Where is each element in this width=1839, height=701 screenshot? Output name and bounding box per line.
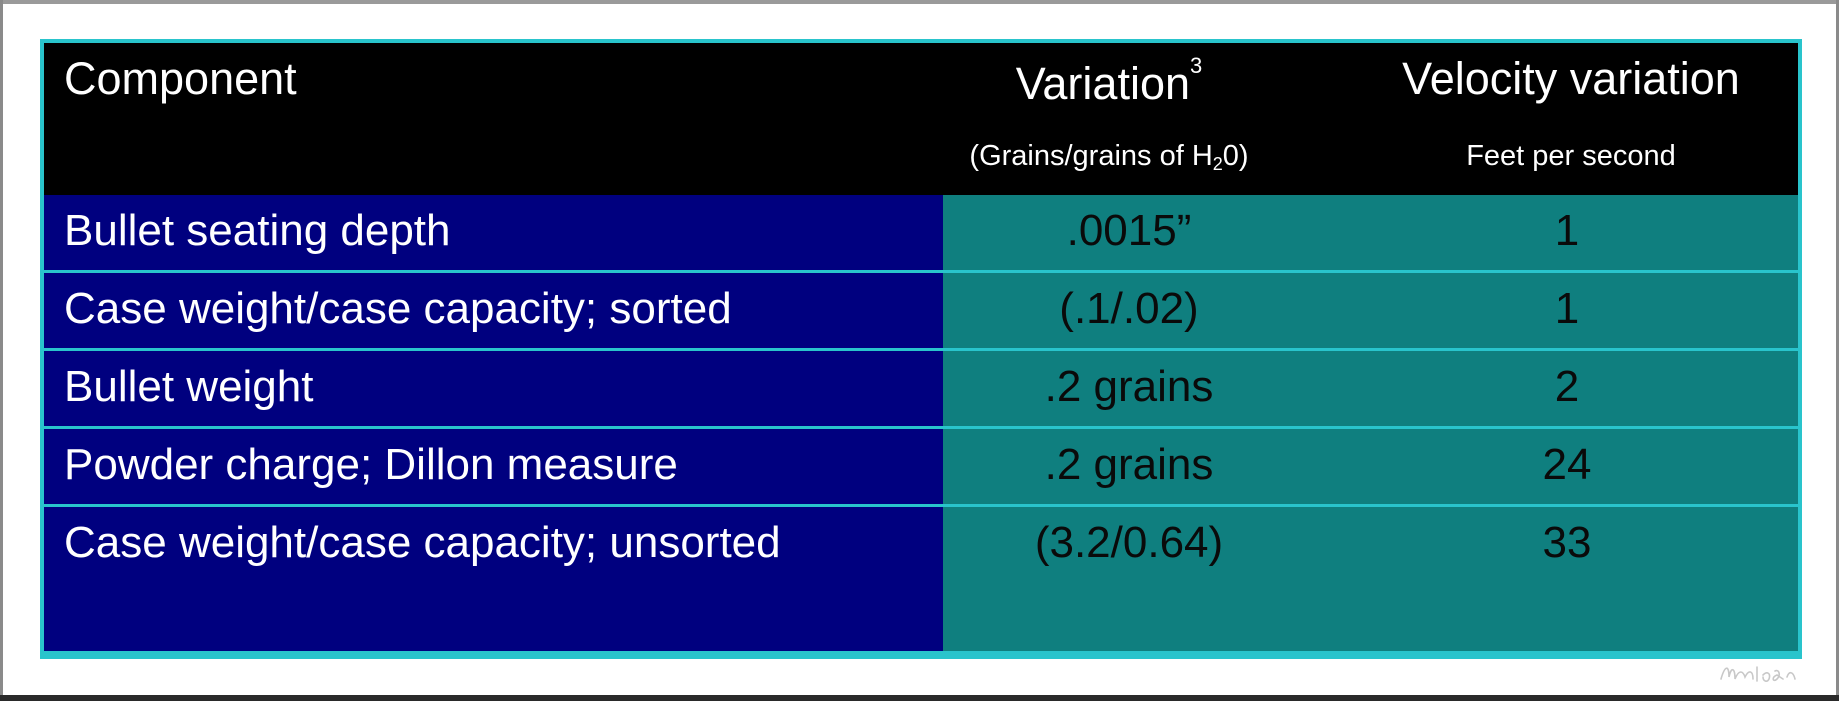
variation-table: Component Variation3 Velocity variation … <box>40 39 1802 659</box>
row-values: .2 grains 2 <box>943 351 1798 439</box>
row-component: Case weight/case capacity; sorted <box>44 273 943 361</box>
row-divider <box>40 504 1802 507</box>
row-values: .0015” 1 <box>943 195 1798 283</box>
row-velocity: 1 <box>1554 284 1580 333</box>
header-variation-label: Variation <box>1015 58 1190 109</box>
header-variation-unit: (Grains/grains of H20) <box>904 140 1314 175</box>
table-row: Bullet seating depth .0015” 1 <box>44 195 1798 283</box>
header-component: Component <box>64 53 297 104</box>
row-variation: .2 grains <box>1044 362 1214 411</box>
header-variation-unit-subscript: 2 <box>1212 154 1223 174</box>
row-variation: (3.2/0.64) <box>1034 518 1224 567</box>
table-row: Case weight/case capacity; unsorted (3.2… <box>44 507 1798 651</box>
row-variation: (.1/.02) <box>1059 284 1199 333</box>
table-row: Case weight/case capacity; sorted (.1/.0… <box>44 273 1798 361</box>
table-header: Component Variation3 Velocity variation … <box>44 43 1798 195</box>
header-velocity-unit: Feet per second <box>1466 140 1676 172</box>
header-variation-footnote: 3 <box>1190 53 1203 78</box>
row-velocity: 33 <box>1542 518 1592 567</box>
frame-border-right <box>1836 0 1839 701</box>
row-divider <box>40 348 1802 351</box>
signature-mark <box>1720 666 1796 682</box>
row-velocity: 2 <box>1554 362 1580 411</box>
table-row: Powder charge; Dillon measure .2 grains … <box>44 429 1798 517</box>
row-velocity: 1 <box>1554 206 1580 255</box>
row-component: Case weight/case capacity; unsorted <box>44 507 943 651</box>
row-component: Powder charge; Dillon measure <box>44 429 943 517</box>
frame-border-left <box>0 0 3 701</box>
header-variation: Variation3 <box>904 53 1314 110</box>
row-values: (3.2/0.64) 33 <box>943 507 1798 651</box>
row-divider <box>40 270 1802 273</box>
header-variation-unit-suffix: 0) <box>1222 140 1249 172</box>
header-variation-unit-prefix: (Grains/grains of H <box>969 140 1213 172</box>
table-row: Bullet weight .2 grains 2 <box>44 351 1798 439</box>
header-velocity: Velocity variation <box>1402 53 1740 104</box>
frame-border-bottom <box>0 695 1839 701</box>
row-velocity: 24 <box>1542 440 1592 489</box>
row-variation: .2 grains <box>1044 440 1214 489</box>
row-values: .2 grains 24 <box>943 429 1798 517</box>
frame-border-top <box>0 0 1839 4</box>
row-variation: .0015” <box>1066 206 1192 255</box>
row-component: Bullet seating depth <box>44 195 943 283</box>
row-values: (.1/.02) 1 <box>943 273 1798 361</box>
row-divider <box>40 426 1802 429</box>
row-component: Bullet weight <box>44 351 943 439</box>
